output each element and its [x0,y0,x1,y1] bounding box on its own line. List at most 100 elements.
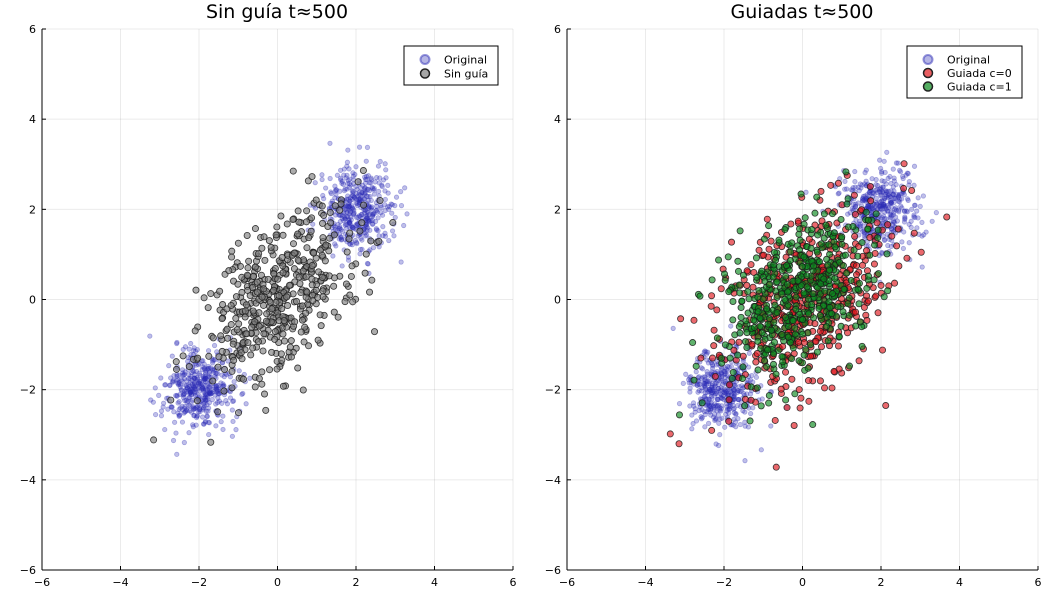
data-point [327,219,335,227]
data-point [214,349,220,355]
data-point [382,207,388,214]
data-point [887,198,893,204]
data-point [267,243,275,251]
data-point [700,380,707,386]
data-point [270,286,278,294]
data-point [192,371,198,378]
data-point [354,200,360,207]
data-point [857,181,863,187]
data-point [272,298,280,306]
data-point [692,406,698,412]
data-point [852,204,859,210]
data-point [359,237,365,243]
data-point [370,212,376,219]
data-point [223,398,229,404]
data-point [378,210,384,216]
data-point [356,227,364,235]
data-point [797,190,805,198]
data-point [228,253,236,261]
data-point [150,436,158,444]
data-point [216,398,222,404]
data-point [357,196,363,202]
data-point [181,371,188,377]
data-point [699,385,705,391]
data-point [344,159,351,165]
data-point [344,206,350,212]
data-point [176,399,182,405]
data-point [722,390,728,396]
data-point [761,357,769,365]
data-point [203,394,209,400]
data-point [368,217,374,224]
data-point [185,395,191,401]
data-point [338,226,344,233]
data-point [180,372,186,378]
data-point [230,398,236,404]
data-point [346,219,352,226]
data-point [205,352,213,360]
data-point [831,243,839,251]
data-point [887,193,893,199]
data-point [188,340,194,347]
data-point [331,274,339,282]
data-point [386,237,392,244]
data-point [834,303,842,311]
data-point [334,187,340,193]
data-point [894,225,902,233]
data-point [279,269,287,277]
data-point [354,222,360,229]
data-point [187,389,193,395]
data-point [706,396,712,402]
data-point [820,234,828,242]
data-point [866,251,874,259]
data-point [838,233,846,241]
data-point [861,181,868,187]
data-point [904,209,910,215]
data-point [875,182,881,189]
data-point [219,301,227,309]
data-point [857,223,864,229]
data-point [220,387,228,395]
data-point [220,413,226,419]
data-point [866,192,873,198]
data-point [750,316,758,324]
data-point [239,391,245,397]
data-point [378,205,384,211]
data-point [346,166,352,172]
data-point [173,392,179,399]
data-point [366,219,372,225]
data-point [192,286,200,294]
data-point [162,426,168,433]
data-point [202,418,209,424]
data-point [347,272,355,280]
data-point [706,420,712,426]
data-point [218,380,224,386]
data-point [781,295,789,303]
data-point [790,421,798,429]
data-point [850,246,858,254]
data-point [854,252,862,260]
legend-marker-sin-guia [419,68,431,79]
data-point [735,387,741,394]
data-point [707,403,713,410]
data-point [218,419,224,425]
data-point [290,265,298,273]
data-point [891,188,897,194]
data-point [174,380,181,386]
data-point [884,189,890,195]
data-point [370,211,376,217]
data-point [188,391,195,398]
data-point [895,262,903,270]
data-point [877,199,883,205]
data-point [380,177,387,183]
data-point [901,192,907,198]
data-point [385,182,391,188]
data-point [371,211,377,217]
data-point [367,237,375,245]
data-point [326,234,334,242]
data-point [179,378,185,384]
data-point [235,409,243,417]
data-point [193,386,199,392]
data-point [190,368,196,374]
data-point [173,430,179,436]
